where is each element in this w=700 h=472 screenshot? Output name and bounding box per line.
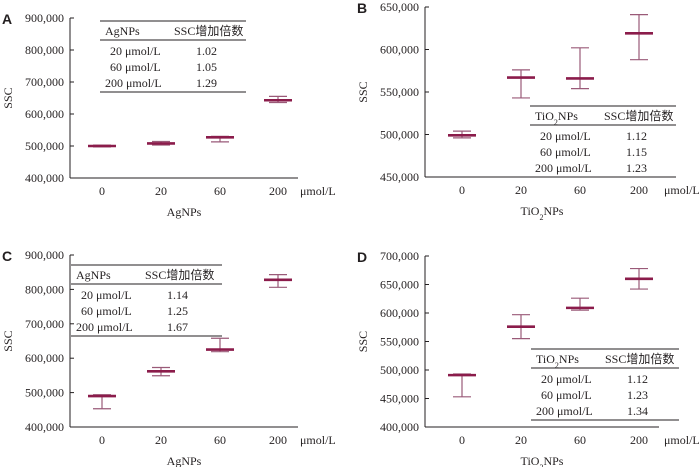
y-tick-label: 600,000 — [25, 107, 64, 121]
x-tick-label: 20 — [155, 433, 167, 447]
x-tick-label: 0 — [459, 433, 465, 447]
x-unit-label: μmol/L — [300, 433, 336, 447]
x-tick-label: 20 — [515, 183, 527, 197]
table-cell: 1.29 — [196, 76, 217, 90]
x-tick-label: 0 — [99, 433, 105, 447]
table-header: AgNPs — [76, 268, 111, 282]
x-axis-title: AgNPs — [167, 454, 202, 467]
table-cell: 20 μmol/L — [81, 288, 132, 302]
x-tick-label: 20 — [515, 433, 527, 447]
table-header: TiO2NPs — [535, 109, 578, 127]
table-cell: 200 μmol/L — [536, 404, 593, 418]
y-tick-label: 400,000 — [25, 420, 64, 434]
y-axis-title: SSC — [356, 331, 370, 352]
table-cell: 1.34 — [627, 404, 648, 418]
x-tick-label: 200 — [630, 433, 648, 447]
y-tick-label: 400,000 — [380, 420, 419, 434]
table-header: TiO2NPs — [536, 352, 579, 370]
x-unit-label: μmol/L — [664, 433, 700, 447]
x-tick-label: 0 — [99, 184, 105, 198]
y-tick-label: 500,000 — [25, 139, 64, 153]
x-unit-label: μmol/L — [664, 183, 700, 197]
y-tick-label: 500,000 — [380, 363, 419, 377]
x-tick-label: 20 — [155, 184, 167, 198]
table-cell: 1.02 — [196, 44, 217, 58]
y-tick-label: 800,000 — [25, 282, 64, 296]
x-tick-label: 200 — [630, 183, 648, 197]
y-tick-label: 500,000 — [380, 128, 419, 142]
x-axis-title: AgNPs — [167, 205, 202, 219]
x-tick-label: 60 — [214, 184, 226, 198]
table-cell: 60 μmol/L — [110, 60, 161, 74]
x-axis-title: TiO2NPs — [521, 454, 564, 467]
y-tick-label: 450,000 — [380, 392, 419, 406]
x-tick-label: 0 — [459, 183, 465, 197]
table-header: AgNPs — [105, 24, 140, 38]
y-tick-label: 600,000 — [380, 306, 419, 320]
y-tick-label: 400,000 — [25, 171, 64, 185]
inset-table: AgNPs SSC增加倍数 20 μmol/L 1.14 60 μmol/L 1.25 20… — [71, 264, 222, 337]
y-tick-label: 550,000 — [380, 335, 419, 349]
table-cell: 1.25 — [167, 304, 188, 318]
y-axis-title: SSC — [1, 87, 15, 108]
table-cell: 200 μmol/L — [76, 320, 133, 334]
y-tick-label: 650,000 — [380, 278, 419, 292]
table-cell: 1.05 — [196, 60, 217, 74]
panel-label: A — [2, 11, 12, 27]
table-cell: 1.12 — [627, 372, 648, 386]
x-tick-label: 60 — [214, 433, 226, 447]
table-header: SSC增加倍数 — [145, 267, 214, 282]
y-tick-label: 500,000 — [25, 386, 64, 400]
y-tick-label: 700,000 — [380, 249, 419, 263]
x-tick-label: 60 — [574, 183, 586, 197]
table-cell: 1.23 — [626, 161, 647, 175]
table-header: SSC增加倍数 — [174, 23, 243, 38]
table-cell: 60 μmol/L — [540, 145, 591, 159]
table-cell: 20 μmol/L — [540, 129, 591, 143]
y-tick-label: 900,000 — [25, 11, 64, 25]
y-axis-title: SSC — [356, 81, 370, 102]
y-axis-title: SSC — [1, 330, 15, 351]
table-cell: 1.67 — [167, 320, 188, 334]
table-cell: 200 μmol/L — [105, 76, 162, 90]
table-cell: 1.15 — [626, 145, 647, 159]
panel-label: B — [357, 0, 367, 16]
inset-table: TiO2NPs SSC增加倍数 20 μmol/L 1.12 60 μmol/L 1.15… — [530, 105, 676, 178]
x-unit-label: μmol/L — [300, 184, 336, 198]
y-tick-label: 600,000 — [380, 43, 419, 57]
y-tick-label: 650,000 — [380, 0, 419, 14]
panel-label: D — [357, 249, 367, 265]
table-cell: 200 μmol/L — [535, 161, 592, 175]
table-cell: 60 μmol/L — [541, 388, 592, 402]
table-cell: 1.14 — [167, 288, 188, 302]
y-tick-label: 700,000 — [25, 75, 64, 89]
panel-D: D 400,000 450,000 500,000 550,000 600,000 650,… — [356, 249, 700, 472]
x-tick-label: 200 — [269, 433, 287, 447]
y-tick-label: 800,000 — [25, 43, 64, 57]
y-tick-label: 450,000 — [380, 170, 419, 184]
panel-label: C — [2, 248, 12, 264]
table-cell: 20 μmol/L — [110, 44, 161, 58]
y-tick-label: 900,000 — [25, 248, 64, 262]
table-cell: 1.23 — [627, 388, 648, 402]
x-tick-label: 60 — [574, 433, 586, 447]
panel-C: C 400,000 500,000 600,000 700,000 800,000 900,… — [1, 248, 336, 468]
table-header: SSC增加倍数 — [605, 351, 674, 366]
y-tick-label: 600,000 — [25, 351, 64, 365]
y-tick-label: 700,000 — [25, 317, 64, 331]
x-axis-title: TiO2NPs — [521, 204, 564, 222]
inset-table: AgNPs SSC增加倍数 20 μmol/L 1.02 60 μmol/L 1.05 20… — [100, 20, 246, 93]
y-tick-label: 550,000 — [380, 85, 419, 99]
table-cell: 60 μmol/L — [81, 304, 132, 318]
panel-A: A 400,000 500,000 600,000 700,000 800,000 900,… — [1, 11, 336, 219]
inset-table: TiO2NPs SSC增加倍数 20 μmol/L 1.12 60 μmol/L 1.23… — [531, 348, 679, 421]
table-header: SSC增加倍数 — [604, 108, 673, 123]
table-cell: 20 μmol/L — [541, 372, 592, 386]
panel-B: B 450,000 500,000 550,000 600,000 650,000 SSC 0… — [356, 0, 700, 222]
x-tick-label: 200 — [269, 184, 287, 198]
table-cell: 1.12 — [626, 129, 647, 143]
